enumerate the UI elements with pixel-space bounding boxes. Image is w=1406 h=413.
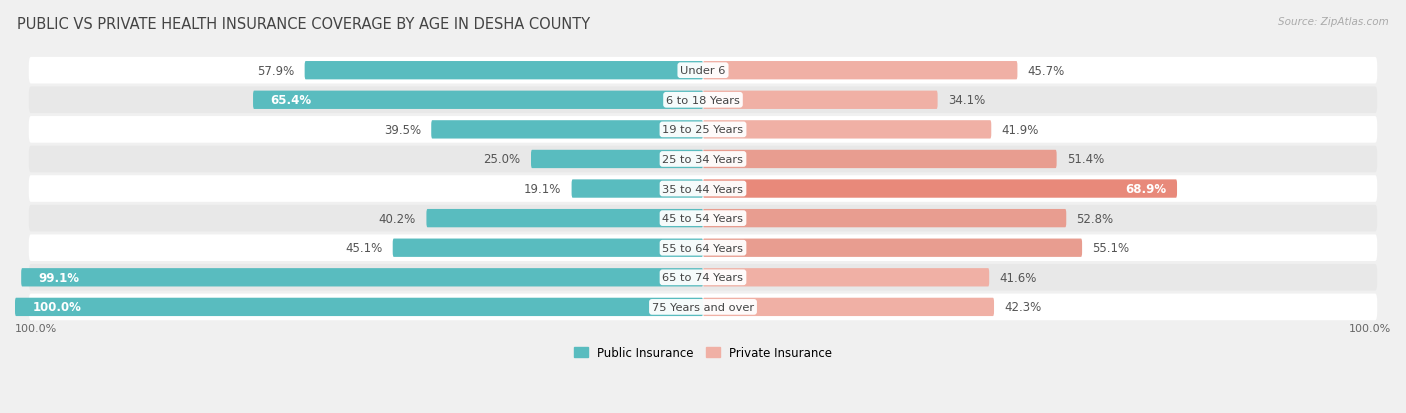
Text: 41.6%: 41.6% (1000, 271, 1036, 284)
Text: 51.4%: 51.4% (1067, 153, 1104, 166)
Text: 55.1%: 55.1% (1092, 242, 1129, 254)
Text: PUBLIC VS PRIVATE HEALTH INSURANCE COVERAGE BY AGE IN DESHA COUNTY: PUBLIC VS PRIVATE HEALTH INSURANCE COVER… (17, 17, 591, 31)
Text: 100.0%: 100.0% (1348, 323, 1391, 333)
FancyBboxPatch shape (28, 205, 1378, 232)
FancyBboxPatch shape (703, 121, 991, 139)
Text: 45 to 54 Years: 45 to 54 Years (662, 214, 744, 223)
Text: 45.7%: 45.7% (1028, 64, 1064, 78)
FancyBboxPatch shape (703, 209, 1066, 228)
FancyBboxPatch shape (392, 239, 703, 257)
Text: 68.9%: 68.9% (1126, 183, 1167, 196)
Text: 6 to 18 Years: 6 to 18 Years (666, 95, 740, 106)
Text: 25.0%: 25.0% (484, 153, 520, 166)
FancyBboxPatch shape (531, 150, 703, 169)
FancyBboxPatch shape (28, 176, 1378, 202)
FancyBboxPatch shape (28, 235, 1378, 261)
Text: 75 Years and over: 75 Years and over (652, 302, 754, 312)
Text: 42.3%: 42.3% (1004, 301, 1042, 313)
FancyBboxPatch shape (253, 91, 703, 110)
Text: 57.9%: 57.9% (257, 64, 294, 78)
FancyBboxPatch shape (703, 62, 1018, 80)
Text: 19.1%: 19.1% (524, 183, 561, 196)
Legend: Public Insurance, Private Insurance: Public Insurance, Private Insurance (569, 342, 837, 364)
FancyBboxPatch shape (21, 268, 703, 287)
FancyBboxPatch shape (703, 91, 938, 110)
FancyBboxPatch shape (703, 180, 1177, 198)
Text: 45.1%: 45.1% (344, 242, 382, 254)
Text: 55 to 64 Years: 55 to 64 Years (662, 243, 744, 253)
FancyBboxPatch shape (28, 294, 1378, 320)
Text: 34.1%: 34.1% (948, 94, 986, 107)
Text: 65 to 74 Years: 65 to 74 Years (662, 273, 744, 282)
FancyBboxPatch shape (426, 209, 703, 228)
FancyBboxPatch shape (28, 58, 1378, 84)
Text: Under 6: Under 6 (681, 66, 725, 76)
FancyBboxPatch shape (572, 180, 703, 198)
FancyBboxPatch shape (28, 117, 1378, 143)
Text: 100.0%: 100.0% (15, 323, 58, 333)
FancyBboxPatch shape (305, 62, 703, 80)
Text: Source: ZipAtlas.com: Source: ZipAtlas.com (1278, 17, 1389, 26)
Text: 41.9%: 41.9% (1001, 123, 1039, 137)
Text: 39.5%: 39.5% (384, 123, 420, 137)
FancyBboxPatch shape (15, 298, 703, 316)
Text: 99.1%: 99.1% (38, 271, 79, 284)
FancyBboxPatch shape (28, 146, 1378, 173)
Text: 25 to 34 Years: 25 to 34 Years (662, 154, 744, 164)
FancyBboxPatch shape (703, 239, 1083, 257)
Text: 19 to 25 Years: 19 to 25 Years (662, 125, 744, 135)
Text: 35 to 44 Years: 35 to 44 Years (662, 184, 744, 194)
FancyBboxPatch shape (703, 298, 994, 316)
FancyBboxPatch shape (703, 150, 1057, 169)
FancyBboxPatch shape (703, 268, 990, 287)
Text: 100.0%: 100.0% (32, 301, 82, 313)
FancyBboxPatch shape (432, 121, 703, 139)
FancyBboxPatch shape (28, 87, 1378, 114)
Text: 65.4%: 65.4% (270, 94, 311, 107)
Text: 52.8%: 52.8% (1077, 212, 1114, 225)
Text: 40.2%: 40.2% (378, 212, 416, 225)
FancyBboxPatch shape (28, 264, 1378, 291)
